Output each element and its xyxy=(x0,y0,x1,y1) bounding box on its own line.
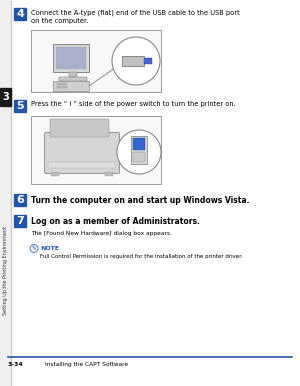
Bar xyxy=(69,72,77,77)
Bar xyxy=(14,100,26,112)
Bar xyxy=(56,47,86,69)
Bar xyxy=(144,58,152,64)
Text: Installing the CAPT Software: Installing the CAPT Software xyxy=(45,362,128,367)
Text: Full Control Permission is required for the installation of the printer driver.: Full Control Permission is required for … xyxy=(40,254,243,259)
Text: 5: 5 xyxy=(16,101,24,111)
FancyBboxPatch shape xyxy=(44,132,119,173)
Bar xyxy=(53,81,89,91)
Bar xyxy=(57,86,67,88)
Bar xyxy=(122,56,144,66)
Text: 6: 6 xyxy=(16,195,24,205)
Text: NOTE: NOTE xyxy=(40,246,59,251)
Bar xyxy=(133,138,145,150)
Text: 3-34: 3-34 xyxy=(8,362,24,367)
Bar xyxy=(14,8,26,20)
Bar xyxy=(31,30,161,92)
Bar xyxy=(14,215,26,227)
Text: 3: 3 xyxy=(2,92,9,102)
Text: 7: 7 xyxy=(16,216,24,226)
Bar xyxy=(53,44,89,72)
Text: Log on as a member of Administrators.: Log on as a member of Administrators. xyxy=(31,217,200,226)
Bar xyxy=(131,136,147,164)
Text: Setting Up the Printing Environment: Setting Up the Printing Environment xyxy=(3,225,8,315)
Bar xyxy=(105,172,113,176)
Text: ✎: ✎ xyxy=(32,246,36,251)
Circle shape xyxy=(112,37,160,85)
Circle shape xyxy=(30,244,38,252)
Text: Connect the A-type (flat) end of the USB cable to the USB port
on the computer.: Connect the A-type (flat) end of the USB… xyxy=(31,9,240,24)
Bar xyxy=(31,116,161,184)
Text: Press the “ I ” side of the power switch to turn the printer on.: Press the “ I ” side of the power switch… xyxy=(31,101,236,107)
Circle shape xyxy=(117,130,161,174)
Text: The [Found New Hardware] dialog box appears.: The [Found New Hardware] dialog box appe… xyxy=(31,231,172,236)
Bar xyxy=(133,152,145,162)
Bar xyxy=(59,77,87,81)
Bar xyxy=(0,0,11,386)
Text: Turn the computer on and start up Windows Vista.: Turn the computer on and start up Window… xyxy=(31,196,250,205)
Bar xyxy=(51,172,59,176)
Bar xyxy=(57,83,67,85)
Bar xyxy=(48,162,116,168)
Bar xyxy=(14,194,26,206)
Text: 4: 4 xyxy=(16,9,24,19)
Bar xyxy=(0,88,11,106)
FancyBboxPatch shape xyxy=(50,119,109,137)
